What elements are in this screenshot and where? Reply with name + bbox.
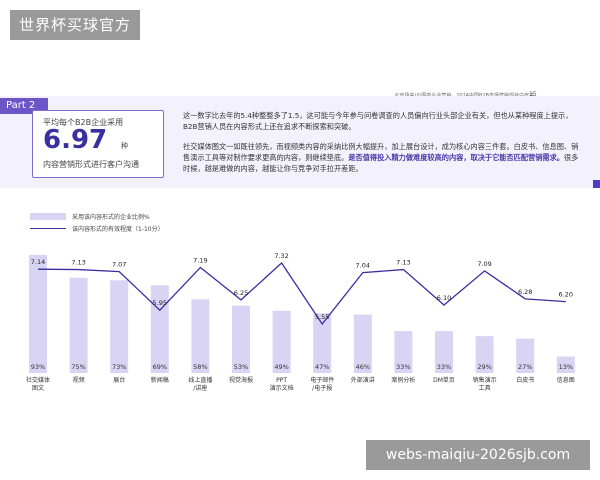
x-tick-label-13: 信息图 (557, 376, 575, 384)
x-tick-label-7-1: /电子报 (312, 384, 332, 392)
paragraph-2-highlight: 是否值得投入精力做难度较高的内容，取决于它能否匹配营销需求。 (348, 153, 564, 162)
stat-value: 6.97 (43, 125, 108, 155)
bar-3 (150, 285, 169, 373)
bar-8 (353, 314, 372, 373)
stat-callout: 平均每个B2B企业采用 6.97 种 内容营销形式进行客户沟通 (32, 110, 164, 178)
line-label-0: 7.14 (31, 258, 45, 266)
summary-paragraph-2: 社交媒体图文一如既往领先，而视频类内容的采纳比例大幅提升，加上展台设计，成为核心… (183, 141, 583, 174)
page-number: 15 (529, 91, 537, 98)
legend-item-bar: 采用该内容形式的企业比例% (30, 210, 164, 222)
line-label-2: 7.07 (112, 261, 126, 269)
line-label-13: 6.20 (559, 291, 573, 299)
bar-0 (29, 254, 47, 373)
bar-12 (516, 338, 535, 373)
line-label-6: 7.32 (274, 252, 288, 260)
bar-7 (313, 313, 332, 373)
line-label-5: 6.25 (234, 289, 248, 297)
x-tick-label-2: 展台 (113, 376, 125, 384)
bar-10 (435, 331, 453, 373)
legend-bar-label: 采用该内容形式的企业比例% (72, 213, 150, 221)
x-tick-label-0: 社交媒体 (26, 376, 50, 384)
bar-6 (272, 310, 291, 373)
bar-label-13: 13% (559, 363, 573, 371)
paragraph-2-text-a: 社交媒体图文一如既往领先，而视频类内容的采纳比例大幅提升，加上展台设计，成为核心… (183, 142, 579, 162)
legend-line-label: 该内容形式的有效程度（1-10分） (72, 225, 164, 233)
x-tick-label-10: DM单页 (433, 376, 455, 384)
x-tick-label-4-1: /讲座 (193, 384, 207, 392)
accent-bar (593, 180, 600, 188)
bar-4 (191, 299, 210, 373)
watermark-top: 世界杯买球官方 (10, 10, 140, 40)
x-tick-label-3: 新闻稿 (151, 376, 169, 384)
x-tick-label-12: 白皮书 (516, 376, 534, 384)
bar-label-5: 53% (234, 363, 248, 371)
x-tick-label-6: PPT (276, 377, 287, 384)
legend-bar-swatch (30, 212, 66, 220)
bar-label-9: 33% (396, 363, 410, 371)
bar-label-12: 27% (518, 363, 532, 371)
bar-label-3: 69% (153, 363, 167, 371)
line-label-11: 7.09 (477, 260, 491, 268)
bar-label-4: 58% (193, 363, 207, 371)
line-label-7: 5.55 (315, 313, 329, 321)
line-label-8: 7.04 (356, 262, 370, 270)
bar-label-1: 75% (71, 363, 85, 371)
stat-label: 平均每个B2B企业采用 (43, 118, 124, 127)
bar-5 (232, 305, 250, 373)
x-tick-label-6-1: 演示文档 (270, 384, 294, 392)
content-format-chart: 93% 社交媒体图文 75% 视频 73% 展台 69% 新闻稿 58% 线上直播/讲座 53% 视觉… (26, 252, 575, 392)
bar-label-2: 73% (112, 363, 126, 371)
bar-label-11: 29% (477, 363, 491, 371)
x-tick-label-9: 案例分析 (391, 376, 415, 384)
summary-paragraph-1: 这一数字比去年的5.4种整整多了1.5，这可能与今年参与问卷调查的人员偏向行业头… (183, 111, 573, 131)
bar-2 (110, 280, 129, 373)
line-label-12: 6.28 (518, 288, 532, 296)
chart-legend: 采用该内容形式的企业比例% 该内容形式的有效程度（1-10分） (30, 210, 164, 234)
line-label-1: 7.13 (71, 259, 85, 267)
bar-label-10: 33% (437, 363, 451, 371)
line-label-4: 7.19 (193, 256, 207, 264)
line-label-10: 6.10 (437, 294, 451, 302)
watermark-bottom: webs-maiqiu-2026sjb.com (366, 440, 590, 470)
x-tick-label-1: 视频 (73, 376, 85, 384)
line-label-9: 7.13 (396, 259, 410, 267)
bar-label-0: 93% (31, 363, 45, 371)
x-tick-label-4: 线上直播 (188, 376, 212, 384)
legend-item-line: 该内容形式的有效程度（1-10分） (30, 222, 164, 234)
x-tick-label-7: 电子邮件 (310, 376, 334, 384)
x-tick-label-8: 外部演讲 (351, 376, 375, 384)
bar-label-7: 47% (315, 363, 329, 371)
x-tick-label-11-1: 工具 (479, 385, 491, 392)
bar-13 (556, 356, 575, 373)
x-tick-label-11: 销售演示 (473, 376, 497, 384)
bar-label-8: 46% (356, 363, 370, 371)
bar-9 (394, 331, 413, 373)
x-tick-label-0-1: 图文 (32, 384, 44, 392)
effectiveness-line (37, 262, 566, 326)
stat-unit: 种 (121, 142, 128, 150)
bar-11 (475, 336, 494, 373)
line-label-3: 5.95 (153, 299, 167, 307)
legend-line-swatch (30, 227, 66, 229)
paragraph-2-text-b: 很多时候，越是难做的内容，越能让你与竞争对手拉开差距。 (183, 153, 579, 173)
stat-description: 内容营销形式进行客户沟通 (43, 160, 139, 169)
x-tick-label-5: 视觉海报 (229, 376, 253, 384)
bar-label-6: 49% (274, 363, 288, 371)
bar-1 (69, 277, 88, 373)
